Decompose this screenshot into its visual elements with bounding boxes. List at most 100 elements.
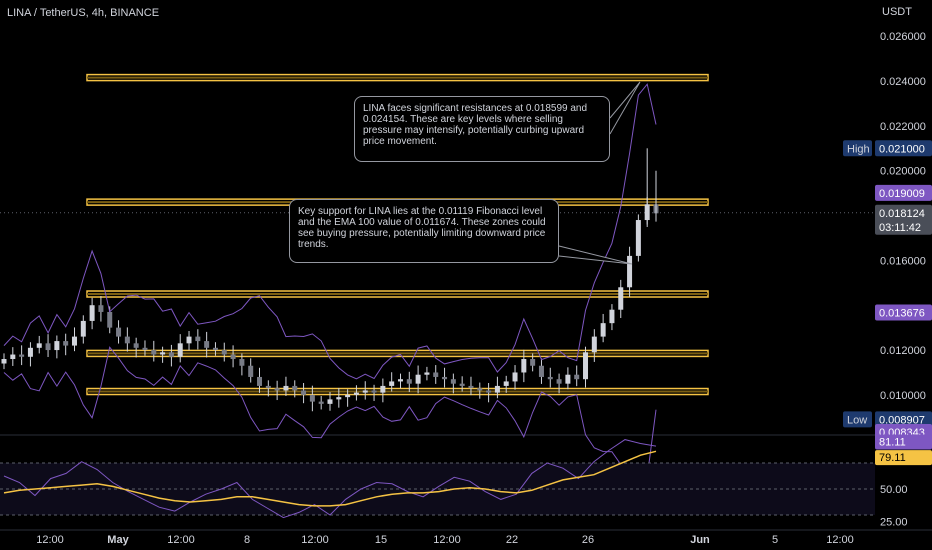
bollinger-upper <box>3 83 657 380</box>
candle-body <box>36 343 42 348</box>
candle-body <box>635 220 641 256</box>
candle-body <box>450 379 456 384</box>
support-callout-text: Key support for LINA lies at the 0.01119… <box>298 206 546 250</box>
candle-body <box>468 385 474 389</box>
candle-body <box>124 336 130 344</box>
candle-body <box>89 305 95 321</box>
time-tick-label: 5 <box>772 534 778 546</box>
candle-body <box>618 287 624 310</box>
price-tick-label: 0.016000 <box>880 255 926 267</box>
resistance-callout-pointer <box>609 81 641 135</box>
candle-body <box>212 347 218 351</box>
time-tick-label: 15 <box>375 534 387 546</box>
candle-body <box>54 341 60 351</box>
candle-body <box>530 359 536 366</box>
candle-body <box>380 385 386 393</box>
candle-body <box>107 311 113 328</box>
time-tick-label: 12:00 <box>36 534 64 546</box>
price-label-text: 0.019009 <box>879 188 925 200</box>
candle-body <box>292 385 298 391</box>
price-tick-label: 0.010000 <box>880 390 926 402</box>
price-label-text: 0.018124 <box>879 208 925 220</box>
candle-body <box>327 399 333 404</box>
candle-body <box>10 354 16 360</box>
candle-body <box>19 354 25 357</box>
candle-body <box>1 359 7 364</box>
candle-body <box>521 359 527 373</box>
price-tick-label: 0.024000 <box>880 76 926 88</box>
candle-body <box>477 388 483 391</box>
candle-body <box>345 394 351 398</box>
candle-body <box>583 352 589 380</box>
candle-body <box>627 255 633 288</box>
candle-body <box>353 392 359 395</box>
candle-body <box>133 343 139 348</box>
price-label-box <box>875 204 932 235</box>
rsi-value-box <box>875 434 932 450</box>
resistance-callout: LINA faces significant resistances at 0.… <box>354 96 610 162</box>
price-label-box <box>875 140 932 157</box>
candle-body <box>230 354 236 360</box>
price-tag-badge <box>843 140 872 157</box>
candle-body <box>248 365 254 377</box>
rsi-ma-value-box <box>875 450 932 466</box>
countdown-label-text: 03:11:42 <box>879 222 921 234</box>
price-tag-text: Low <box>847 414 867 426</box>
resistance-callout-text: LINA faces significant resistances at 0.… <box>363 103 588 147</box>
candle-body <box>265 385 271 389</box>
candle-body <box>538 365 544 377</box>
candle-body <box>221 350 227 355</box>
time-tick-label: 12:00 <box>301 534 329 546</box>
rsi-ma-line <box>3 450 657 507</box>
candle-body <box>274 388 280 391</box>
candle-body <box>283 385 289 391</box>
candle-body <box>27 347 33 357</box>
candle-body <box>63 341 69 346</box>
price-tag-badge <box>843 411 872 428</box>
candle-body <box>160 352 166 355</box>
candle-body <box>512 372 518 382</box>
price-label-box <box>875 184 932 201</box>
candle-body <box>362 390 368 393</box>
candle-body <box>433 372 439 377</box>
candle-body <box>486 390 492 393</box>
candle-body <box>503 381 509 386</box>
candle-body <box>442 376 448 380</box>
candle-body <box>98 305 104 312</box>
price-label-box <box>875 411 932 428</box>
candle-body <box>142 347 148 351</box>
candle-body <box>204 341 210 348</box>
candle-body <box>71 336 77 346</box>
candle-body <box>318 401 324 404</box>
rsi-band <box>0 463 875 515</box>
candle-body <box>406 379 412 384</box>
candle-body <box>239 359 245 366</box>
price-tick-label: 0.026000 <box>880 31 926 43</box>
price-label-text: 0.013676 <box>879 307 925 319</box>
time-tick-label: May <box>107 534 129 546</box>
time-tick-label: 12:00 <box>826 534 854 546</box>
candle-body <box>45 343 51 351</box>
candle-body <box>195 336 201 342</box>
candle-body <box>609 309 615 324</box>
rsi-value-text: 81.11 <box>879 437 906 449</box>
candle-body <box>257 376 263 386</box>
support-callout-pointer <box>558 245 633 265</box>
rsi-line <box>3 439 657 519</box>
candle-body <box>556 379 562 384</box>
time-tick-label: 12:00 <box>433 534 461 546</box>
candle-body <box>415 374 421 384</box>
time-tick-label: Jun <box>690 534 710 546</box>
rsi-ma-value-text: 79.11 <box>879 452 906 464</box>
candle-body <box>80 320 86 337</box>
chart-title: LINA / TetherUS, 4h, BINANCE <box>7 7 160 19</box>
candle-body <box>494 385 500 393</box>
candle-body <box>168 352 174 357</box>
price-tick-label: 0.020000 <box>880 166 926 178</box>
time-tick-label: 8 <box>244 534 250 546</box>
candle-body <box>565 374 571 384</box>
candle-body <box>301 390 307 395</box>
candle-body <box>151 350 157 355</box>
time-tick-label: 22 <box>506 534 518 546</box>
time-tick-label: 26 <box>582 534 594 546</box>
